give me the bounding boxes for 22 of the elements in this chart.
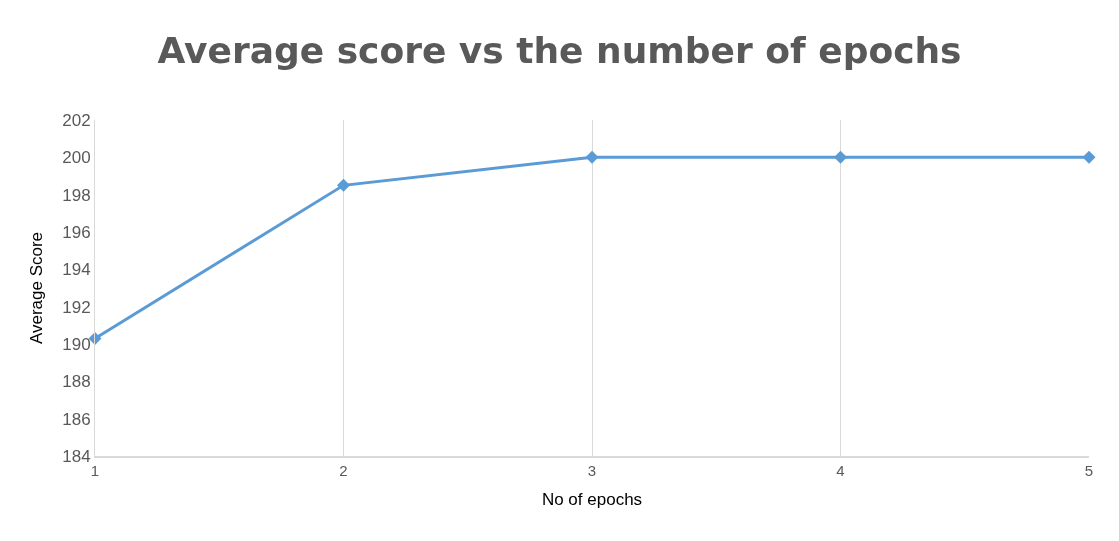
- y-tick-label: 186: [62, 409, 91, 429]
- y-tick-label: 202: [62, 110, 91, 130]
- y-axis-title: Average Score: [26, 231, 46, 345]
- point: [1082, 150, 1096, 164]
- point: [337, 178, 350, 192]
- y-tick-label: 194: [62, 260, 91, 280]
- y-tick-label: 196: [62, 222, 91, 242]
- y-tick-label: 200: [62, 148, 91, 168]
- y-tick-label: 190: [62, 334, 91, 354]
- chart-title: Average score vs the number of epochs: [157, 30, 962, 72]
- y-tick-label: 198: [62, 185, 91, 205]
- point: [834, 150, 847, 164]
- y-tick-label: 188: [62, 372, 91, 392]
- y-tick-label: 184: [62, 446, 91, 466]
- x-tick-label: 4: [836, 462, 845, 479]
- x-tick-label: 5: [1084, 462, 1094, 479]
- point: [585, 150, 599, 164]
- x-axis-title: No of epochs: [541, 489, 643, 509]
- x-tick-label: 3: [587, 462, 597, 479]
- x-tick-label: 1: [90, 462, 100, 479]
- y-tick-label: 192: [62, 297, 91, 317]
- x-tick-label: 2: [339, 462, 348, 479]
